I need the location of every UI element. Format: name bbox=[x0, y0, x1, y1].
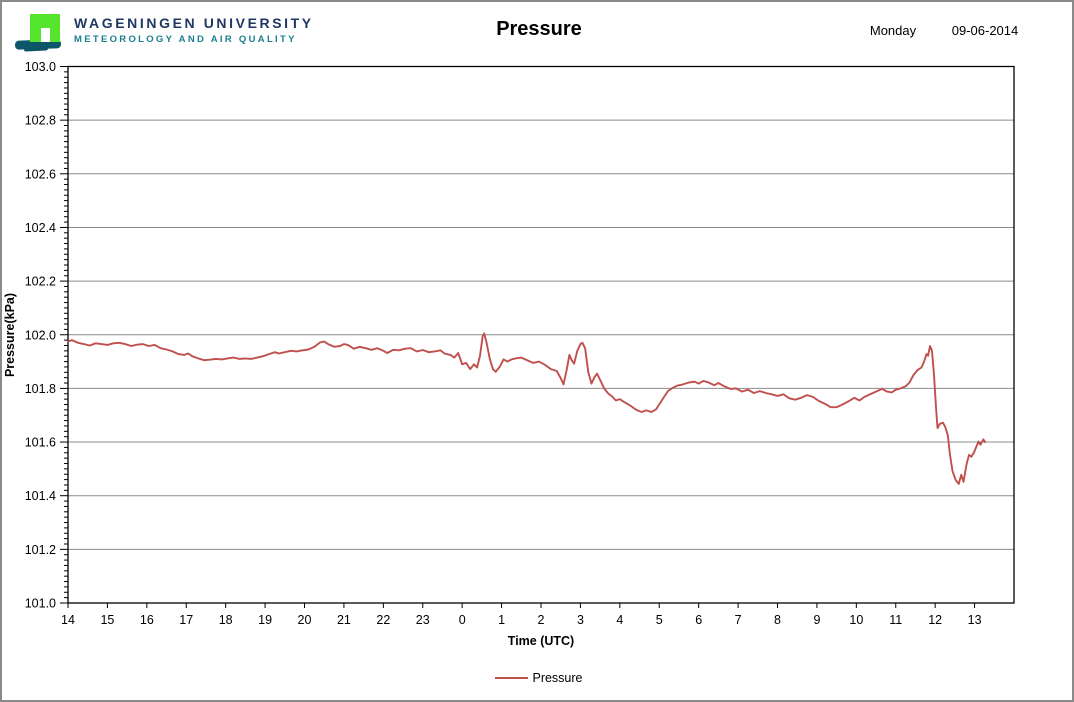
y-tick-labels: 103.0 102.8 102.6 102.4 102.2 102.0 101.8 101.6… bbox=[25, 60, 56, 611]
x-tick-label: 20 bbox=[298, 613, 312, 627]
x-axis-title: Time (UTC) bbox=[507, 634, 575, 648]
x-tick-labels: 14 15 16 17 18 19 20 21 22 23 0 1 2 3 4 5 6 7 8 9 10 11 12 13 bbox=[61, 613, 982, 627]
x-tick-label: 4 bbox=[616, 613, 623, 627]
y-axis-ticks bbox=[60, 66, 68, 604]
x-axis-ticks bbox=[67, 603, 976, 608]
x-tick-label: 11 bbox=[889, 613, 902, 627]
legend-line-swatch bbox=[495, 677, 529, 679]
y-gridlines bbox=[68, 66, 1014, 604]
y-tick-label: 102.0 bbox=[25, 328, 56, 342]
y-tick-label: 101.0 bbox=[25, 597, 56, 611]
x-tick-label: 13 bbox=[968, 613, 982, 627]
y-tick-label: 101.4 bbox=[25, 489, 56, 503]
logo-arch-notch bbox=[41, 28, 50, 42]
pressure-series-line bbox=[67, 332, 987, 485]
x-tick-label: 10 bbox=[849, 613, 863, 627]
x-tick-label: 0 bbox=[459, 613, 466, 627]
date-label: 09-06-2014 bbox=[951, 23, 1019, 38]
x-tick-label: 14 bbox=[61, 613, 75, 627]
x-tick-label: 21 bbox=[337, 613, 351, 627]
y-tick-label: 102.2 bbox=[25, 275, 56, 289]
plot-border bbox=[67, 65, 1015, 604]
x-tick-label: 9 bbox=[813, 613, 820, 627]
x-tick-label: 23 bbox=[416, 613, 430, 627]
x-tick-label: 7 bbox=[735, 613, 742, 627]
university-wordmark: WAGENINGEN UNIVERSITY METEOROLOGY AND AI… bbox=[74, 15, 314, 45]
y-tick-label: 102.8 bbox=[25, 114, 56, 128]
y-tick-label: 101.8 bbox=[25, 382, 56, 396]
y-axis-title: Pressure(kPa) bbox=[3, 292, 17, 378]
x-tick-label: 17 bbox=[179, 613, 193, 627]
x-tick-label: 16 bbox=[140, 613, 154, 627]
x-tick-label: 2 bbox=[538, 613, 545, 627]
x-tick-label: 3 bbox=[577, 613, 584, 627]
page-title: Pressure bbox=[496, 18, 582, 40]
department-name: METEOROLOGY AND AIR QUALITY bbox=[74, 34, 297, 45]
weekday-label: Monday bbox=[869, 23, 917, 38]
wageningen-university-logo-icon bbox=[14, 9, 63, 53]
x-tick-label: 6 bbox=[695, 613, 702, 627]
x-tick-label: 5 bbox=[656, 613, 663, 627]
legend-series-label: Pressure bbox=[532, 671, 583, 685]
x-tick-label: 12 bbox=[928, 613, 942, 627]
x-tick-label: 19 bbox=[258, 613, 272, 627]
y-tick-label: 102.4 bbox=[25, 221, 56, 235]
x-tick-label: 1 bbox=[498, 613, 505, 627]
x-tick-label: 22 bbox=[376, 613, 390, 627]
chart-legend: Pressure bbox=[2, 671, 1072, 685]
y-tick-label: 101.6 bbox=[25, 436, 56, 450]
y-tick-label: 102.6 bbox=[25, 167, 56, 181]
x-tick-label: 15 bbox=[100, 613, 114, 627]
y-tick-label: 101.2 bbox=[25, 543, 56, 557]
x-tick-label: 8 bbox=[774, 613, 781, 627]
university-name: WAGENINGEN UNIVERSITY bbox=[74, 15, 314, 31]
x-tick-label: 18 bbox=[219, 613, 233, 627]
y-tick-label: 103.0 bbox=[25, 60, 56, 74]
